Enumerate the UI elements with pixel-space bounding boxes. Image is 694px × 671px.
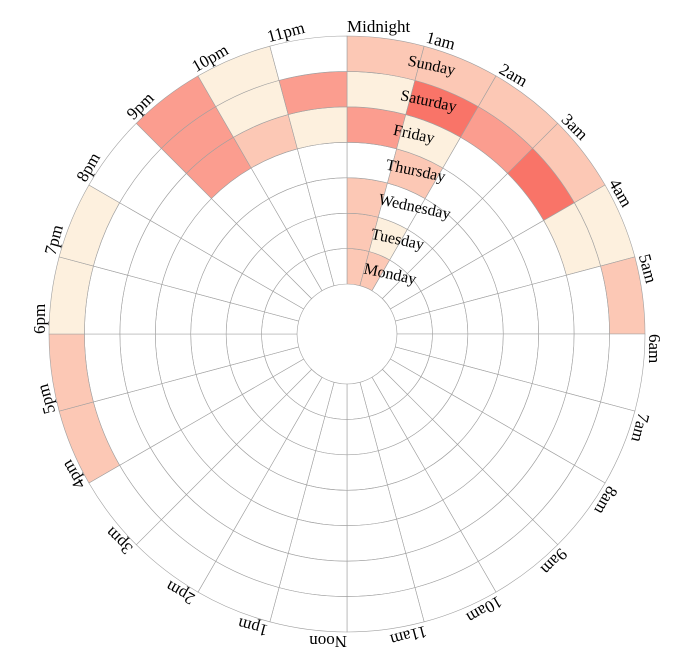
hour-tick-label: Noon: [309, 632, 347, 651]
heatmap-cell-friday-noon: [287, 518, 348, 562]
heatmap-cell-friday-6am: [531, 333, 575, 394]
heatmap-cell-thursday-5am: [497, 284, 540, 335]
heatmap-cell-thursday-11am: [346, 484, 397, 527]
heatmap-segments: [48, 35, 646, 633]
heatmap-cell-friday-11pm: [287, 106, 348, 150]
heatmap-cell-friday-11am: [346, 518, 407, 562]
hour-tick-label: 6pm: [30, 304, 49, 334]
hour-tick-label: Midnight: [347, 17, 411, 36]
heatmap-cell-friday-6pm: [119, 274, 163, 335]
heatmap-cell-friday-5am: [531, 274, 575, 335]
heatmap-cell-thursday-5pm: [154, 333, 197, 384]
heatmap-cell-friday-5pm: [119, 333, 163, 394]
hour-tick-label: 6am: [645, 334, 664, 363]
heatmap-cell-thursday-11pm: [297, 141, 348, 184]
heatmap-cell-sunday-11pm: [269, 35, 348, 81]
